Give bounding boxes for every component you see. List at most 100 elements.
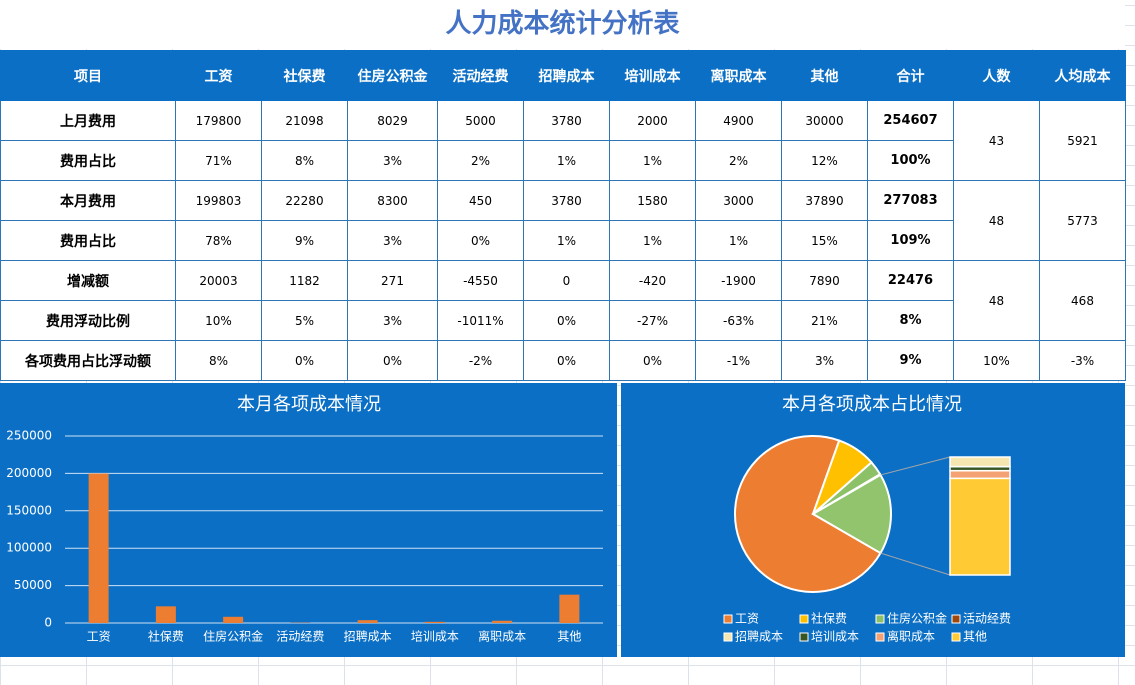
row-label: 各项费用占比浮动额	[0, 340, 176, 381]
cell: 10%	[953, 340, 1040, 381]
cell: 271	[347, 260, 438, 301]
legend-label: 离职成本	[887, 629, 935, 644]
x-tick-label: 离职成本	[478, 629, 526, 644]
legend-label: 培训成本	[811, 629, 859, 644]
y-tick-label: 100000	[6, 541, 52, 555]
legend-swatch	[875, 614, 885, 624]
y-tick-label: 150000	[6, 503, 52, 517]
row-label: 费用占比	[0, 220, 176, 261]
cell: -2%	[437, 340, 524, 381]
connector-line	[880, 552, 951, 576]
table-row: 费用浮动比例 10% 5% 3% -1011% 0% -27% -63% 21% 8%	[0, 300, 1126, 341]
cell: 21098	[261, 100, 348, 141]
secondary-bar-segment	[949, 469, 1011, 480]
legend-swatch	[951, 632, 961, 642]
header-cell: 合计	[867, 50, 954, 101]
row-label: 上月费用	[0, 100, 176, 141]
x-tick-label: 社保费	[148, 629, 184, 644]
cell: 48	[953, 260, 1040, 341]
cell: 1580	[609, 180, 696, 221]
cell: 78%	[175, 220, 262, 261]
legend-label: 社保费	[811, 611, 847, 626]
x-tick-label: 招聘成本	[344, 630, 392, 644]
header-cell: 培训成本	[609, 50, 696, 101]
header-cell: 活动经费	[437, 50, 524, 101]
cell: 4900	[695, 100, 782, 141]
cell: 0%	[609, 340, 696, 381]
secondary-bar-segment	[949, 477, 1011, 576]
header-cell: 人数	[953, 50, 1040, 101]
cell: -420	[609, 260, 696, 301]
cell: -4550	[437, 260, 524, 301]
header-cell: 其他	[781, 50, 868, 101]
bar	[424, 621, 445, 623]
legend-label: 工资	[735, 612, 759, 626]
pie-slice-composite	[811, 473, 892, 555]
cell: 9%	[261, 220, 348, 261]
legend-swatch	[799, 632, 809, 642]
cell: -1011%	[437, 300, 524, 341]
cell: 0	[523, 260, 610, 301]
cell: 1182	[261, 260, 348, 301]
header-cell: 住房公积金	[347, 50, 438, 101]
x-tick-label: 培训成本	[411, 629, 459, 644]
y-tick-label: 50000	[14, 578, 52, 592]
cell: 3%	[781, 340, 868, 381]
cell: 5921	[1039, 100, 1126, 181]
cell: 1%	[695, 220, 782, 261]
cell: 22280	[261, 180, 348, 221]
cell: 100%	[867, 140, 954, 181]
cell: 9%	[867, 340, 954, 381]
cell: 2000	[609, 100, 696, 141]
bar	[559, 594, 580, 623]
bar	[223, 616, 244, 623]
chart-title: 本月各项成本情况	[237, 394, 381, 415]
cell: -3%	[1039, 340, 1126, 381]
table-row: 费用占比 71% 8% 3% 2% 1% 1% 2% 12% 100%	[0, 140, 1126, 181]
table-row: 各项费用占比浮动额 8% 0% 0% -2% 0% 0% -1% 3% 9% 10% -3%	[0, 340, 1126, 381]
cell: 0%	[523, 340, 610, 381]
cell: 20003	[175, 260, 262, 301]
cell: 2%	[695, 140, 782, 181]
cell: 30000	[781, 100, 868, 141]
cell: 3000	[695, 180, 782, 221]
cell: 8300	[347, 180, 438, 221]
table-row: 费用占比 78% 9% 3% 0% 1% 1% 1% 15% 109%	[0, 220, 1126, 261]
connector-line	[880, 456, 951, 476]
x-tick-label: 住房公积金	[203, 629, 263, 644]
sheet-title: 人力成本统计分析表	[0, 0, 1125, 49]
chart-title: 本月各项成本占比情况	[782, 394, 962, 415]
cell: 8029	[347, 100, 438, 141]
header-cell: 招聘成本	[523, 50, 610, 101]
cell: 48	[953, 180, 1040, 261]
cell: 468	[1039, 260, 1126, 341]
legend-swatch	[951, 614, 961, 624]
bar	[155, 606, 176, 623]
cell: 0%	[261, 340, 348, 381]
cell: 8%	[867, 300, 954, 341]
cell: 1%	[523, 220, 610, 261]
legend-swatch	[875, 632, 885, 642]
cost-table: 项目 工资 社保费 住房公积金 活动经费 招聘成本 培训成本 离职成本 其他 合计 人数 人均成本 上月…	[0, 50, 1126, 381]
legend-label: 招聘成本	[735, 630, 783, 644]
legend-label: 住房公积金	[887, 611, 947, 626]
legend-label: 活动经费	[963, 612, 1011, 626]
cell: 1%	[609, 220, 696, 261]
legend-label: 其他	[963, 630, 987, 644]
cell: 8%	[175, 340, 262, 381]
header-cell: 人均成本	[1039, 50, 1126, 101]
cell: 3%	[347, 140, 438, 181]
x-tick-label: 工资	[87, 630, 111, 644]
cell: 277083	[867, 180, 954, 221]
legend-swatch	[723, 632, 733, 642]
cell: -1%	[695, 340, 782, 381]
bar	[492, 620, 513, 623]
bar	[88, 473, 109, 623]
pie-slice	[734, 435, 882, 593]
cell: 0%	[347, 340, 438, 381]
x-tick-label: 其他	[557, 630, 581, 644]
y-tick-label: 200000	[6, 466, 52, 480]
header-cell: 离职成本	[695, 50, 782, 101]
